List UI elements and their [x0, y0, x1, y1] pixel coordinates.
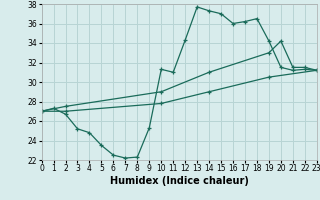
X-axis label: Humidex (Indice chaleur): Humidex (Indice chaleur) — [110, 176, 249, 186]
